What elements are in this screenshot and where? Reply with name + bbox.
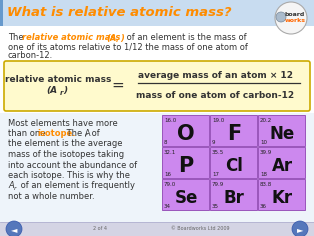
Text: Ar: Ar (271, 157, 293, 175)
Text: 8: 8 (164, 139, 167, 144)
Circle shape (275, 2, 307, 34)
Bar (0, 0, 314, 26)
Text: 20.2: 20.2 (260, 118, 272, 123)
Text: 16.0: 16.0 (164, 118, 176, 123)
Text: 9: 9 (212, 139, 215, 144)
Bar (0, 26, 314, 222)
Text: 35: 35 (212, 203, 219, 208)
Text: r: r (116, 38, 119, 42)
Text: The: The (8, 34, 26, 42)
Text: 16: 16 (164, 172, 171, 177)
Text: ►: ► (297, 225, 303, 234)
Text: r: r (60, 90, 63, 96)
Text: mass of one atom of carbon-12: mass of one atom of carbon-12 (136, 90, 294, 100)
Circle shape (292, 221, 308, 236)
Text: isotope.: isotope. (37, 129, 75, 138)
Text: Most elements have more: Most elements have more (8, 118, 118, 127)
Text: than one: than one (8, 129, 48, 138)
Text: the element is the average: the element is the average (8, 139, 122, 148)
Text: (A: (A (106, 34, 116, 42)
Text: P: P (178, 156, 194, 176)
Text: Se: Se (174, 189, 198, 207)
Text: ◄: ◄ (11, 225, 17, 234)
Text: Br: Br (224, 189, 244, 207)
Text: 83.8: 83.8 (260, 182, 272, 187)
Bar (210, 179, 257, 210)
Text: 19.0: 19.0 (212, 118, 224, 123)
Text: mass of the isotopes taking: mass of the isotopes taking (8, 150, 124, 159)
Text: works: works (284, 18, 306, 24)
FancyBboxPatch shape (4, 61, 310, 111)
Bar (162, 179, 209, 210)
Text: ): ) (120, 34, 124, 42)
Circle shape (6, 221, 22, 236)
Text: A: A (8, 181, 14, 190)
Text: 79.0: 79.0 (164, 182, 176, 187)
Text: into account the abundance of: into account the abundance of (8, 160, 137, 169)
Text: of: of (89, 129, 100, 138)
Bar (258, 115, 305, 146)
Text: 10: 10 (260, 139, 267, 144)
Text: 35.5: 35.5 (212, 151, 224, 156)
Text: The A: The A (64, 129, 91, 138)
Text: (A: (A (46, 87, 57, 96)
Bar (258, 179, 305, 210)
Circle shape (276, 12, 286, 22)
Text: Kr: Kr (271, 189, 293, 207)
Text: carbon-12.: carbon-12. (8, 51, 53, 60)
Text: average mass of an atom × 12: average mass of an atom × 12 (138, 72, 293, 80)
Text: =: = (111, 77, 124, 93)
Bar (162, 147, 209, 178)
Text: 32.1: 32.1 (164, 151, 176, 156)
Text: of an element is the mass of: of an element is the mass of (124, 34, 246, 42)
Bar (258, 147, 305, 178)
Bar (0, 0, 3, 26)
Text: What is relative atomic mass?: What is relative atomic mass? (7, 7, 231, 20)
Text: O: O (177, 124, 195, 144)
Text: r: r (85, 133, 88, 138)
Text: one of its atoms relative to 1/12 the mass of one atom of: one of its atoms relative to 1/12 the ma… (8, 42, 248, 51)
Text: of an element is frequently: of an element is frequently (18, 181, 135, 190)
Bar (0, 222, 314, 236)
Text: 18: 18 (260, 172, 267, 177)
Bar (210, 147, 257, 178)
Text: 2 of 4: 2 of 4 (93, 227, 107, 232)
Text: ): ) (63, 87, 67, 96)
Bar (210, 115, 257, 146)
Text: 79.9: 79.9 (212, 182, 224, 187)
Text: relative atomic mass: relative atomic mass (22, 34, 123, 42)
Text: 36: 36 (260, 203, 267, 208)
Bar (162, 115, 209, 146)
Text: Ne: Ne (269, 125, 295, 143)
Text: 39.9: 39.9 (260, 151, 272, 156)
Text: © Boardworks Ltd 2009: © Boardworks Ltd 2009 (171, 227, 229, 232)
Text: F: F (227, 124, 241, 144)
Bar (0, 113, 314, 222)
Text: each isotope. This is why the: each isotope. This is why the (8, 171, 130, 180)
Text: 34: 34 (164, 203, 171, 208)
Text: relative atomic mass: relative atomic mass (5, 75, 111, 84)
Text: 17: 17 (212, 172, 219, 177)
Text: board: board (285, 12, 305, 17)
Text: Cl: Cl (225, 157, 243, 175)
Text: not a whole number.: not a whole number. (8, 192, 95, 201)
Text: r: r (14, 185, 17, 190)
